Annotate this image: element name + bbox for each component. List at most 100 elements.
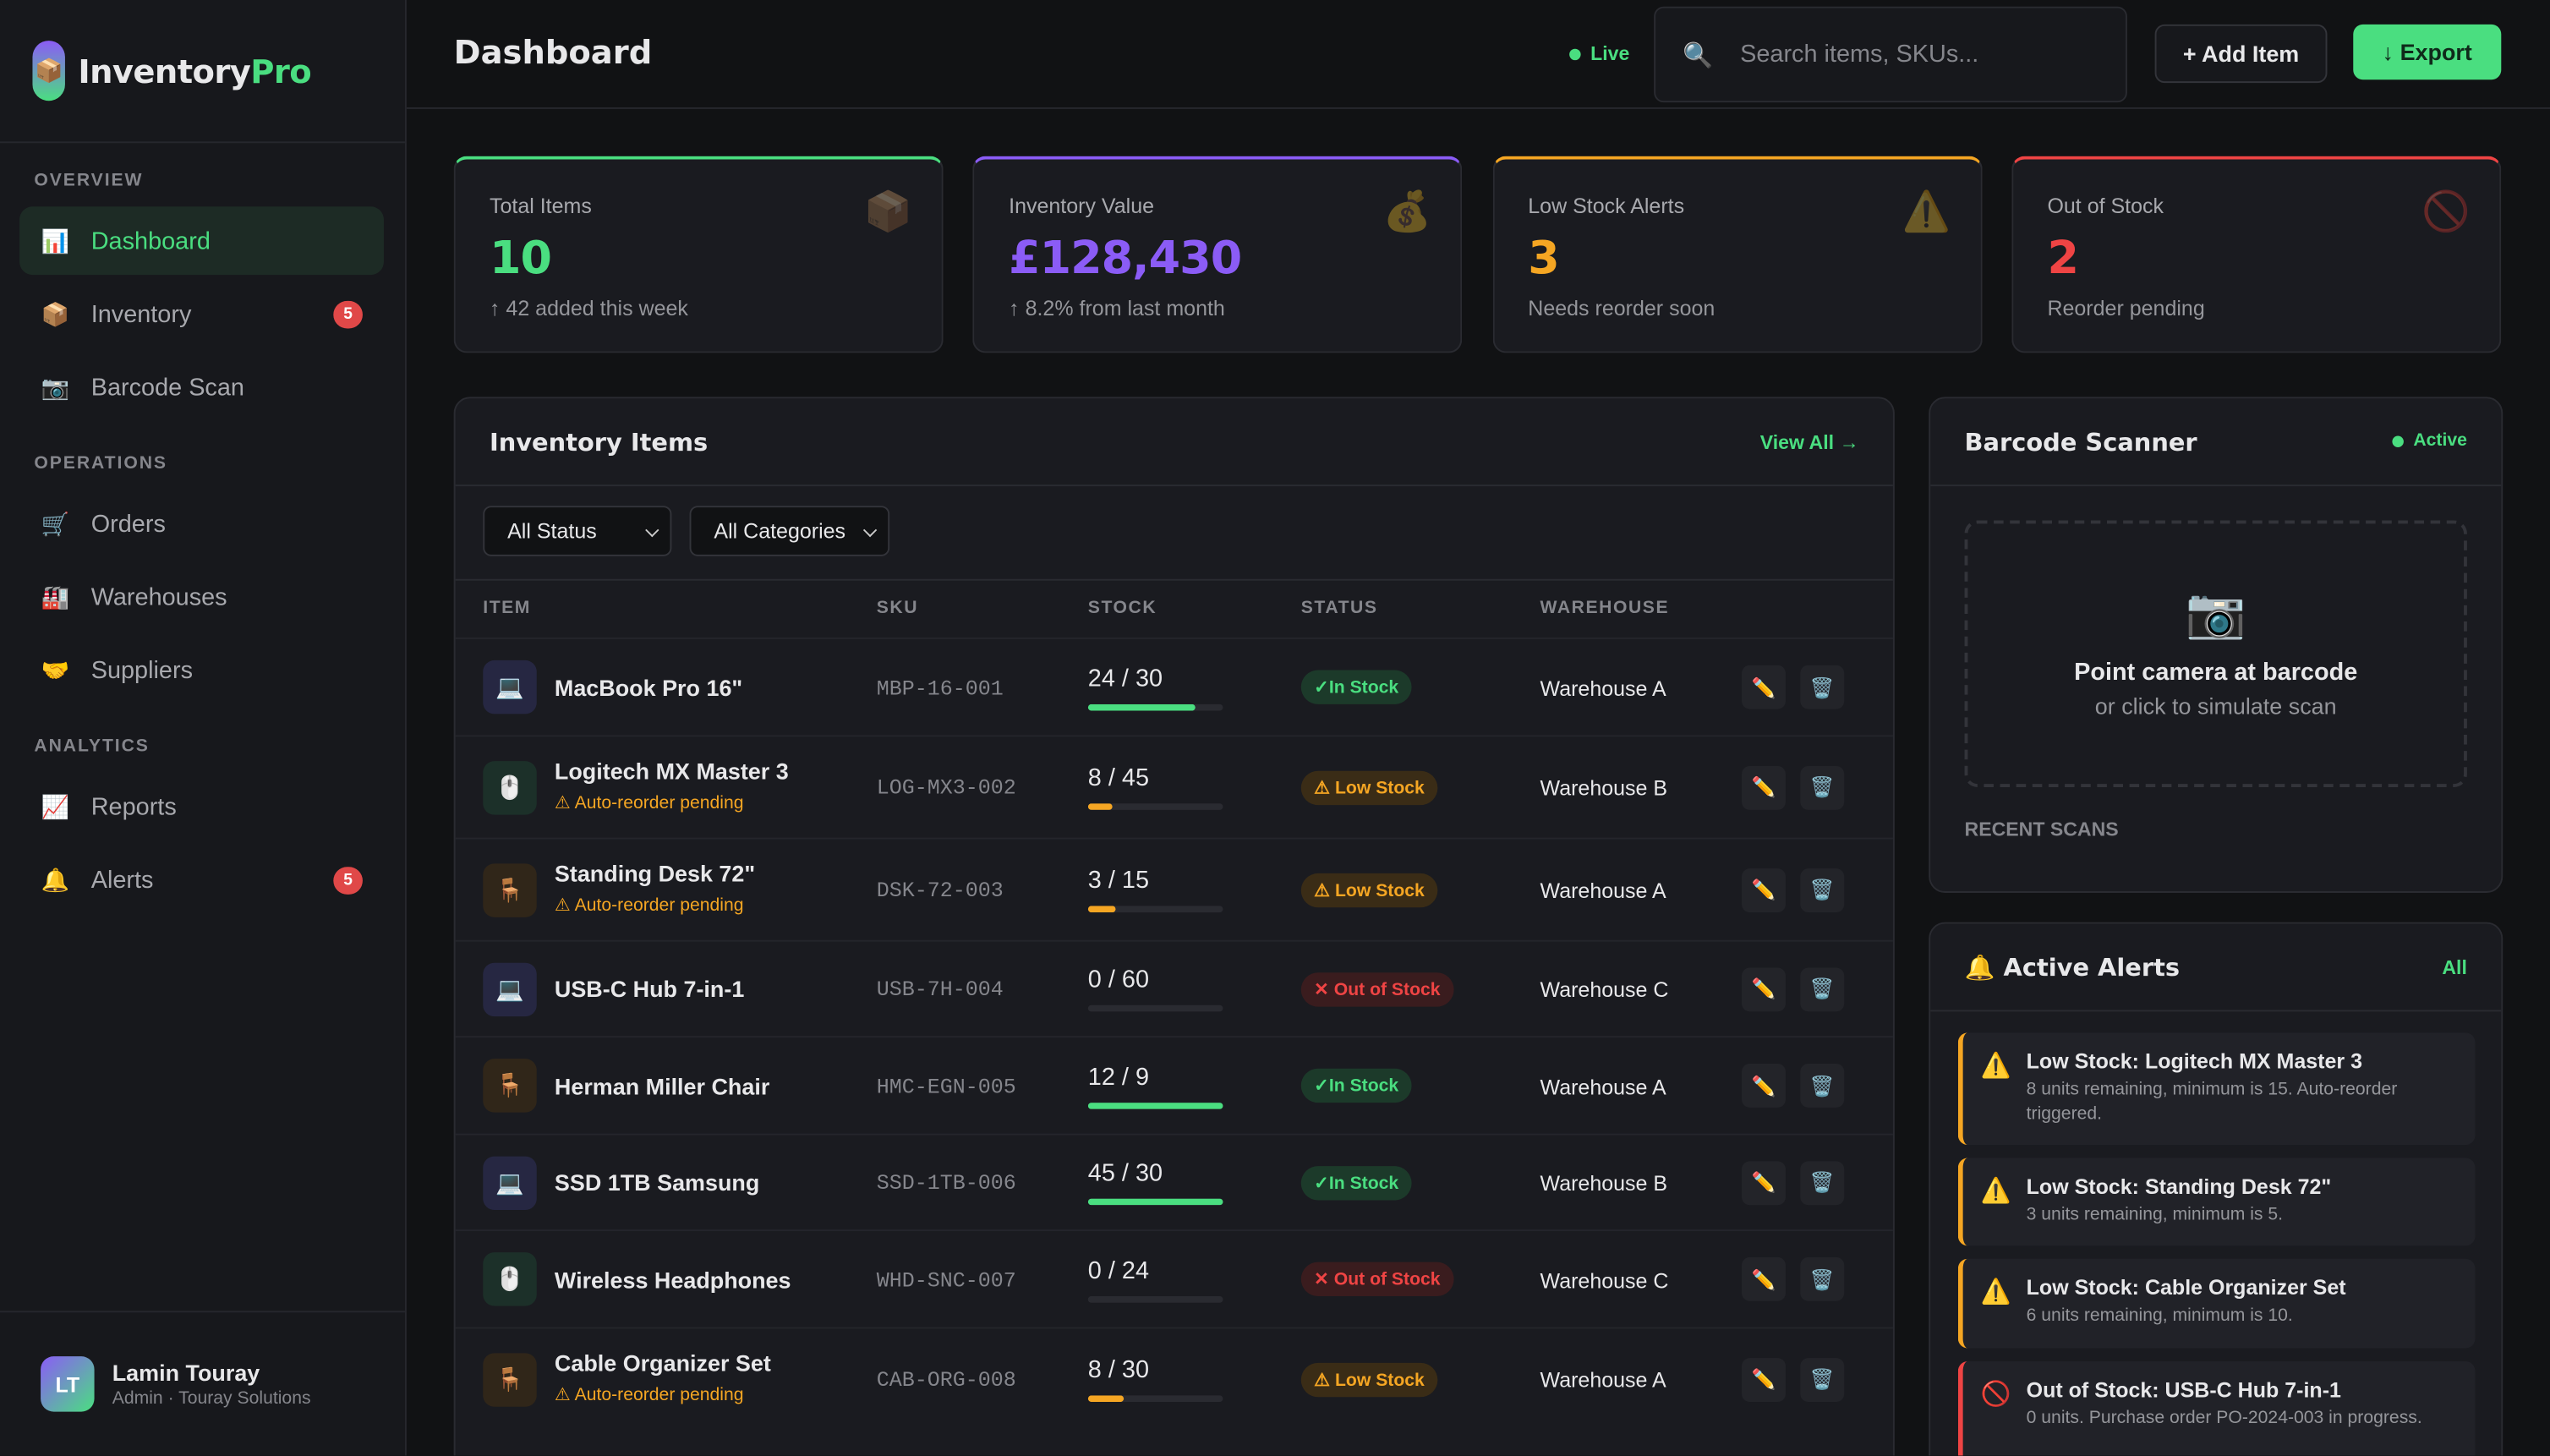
filter-select[interactable]: All Categories — [689, 506, 890, 556]
warehouse: Warehouse C — [1540, 977, 1669, 1003]
edit-button[interactable]: ✏️ — [1742, 966, 1786, 1011]
edit-button[interactable]: ✏️ — [1742, 665, 1786, 710]
divider — [1930, 1010, 2502, 1012]
alert-title: Out of Stock: USB-C Hub 7-in-1 — [2026, 1377, 2341, 1403]
item-note: ⚠ Auto-reorder pending — [554, 1385, 744, 1405]
warehouse: Warehouse C — [1540, 1267, 1669, 1293]
edit-button[interactable]: ✏️ — [1742, 868, 1786, 912]
user-role: Admin · Touray Solutions — [112, 1388, 311, 1409]
warehouse: Warehouse A — [1540, 1367, 1666, 1393]
add-item-button[interactable]: + Add Item — [2154, 24, 2328, 84]
nav-icon: 📷 — [41, 373, 70, 400]
delete-button[interactable]: 🗑️ — [1800, 1357, 1845, 1402]
stat-value: 10 — [489, 231, 552, 285]
nav-badge: 5 — [333, 867, 363, 895]
alert-text: 3 units remaining, minimum is 5. — [2026, 1205, 2284, 1225]
scan-area[interactable]: 📷 Point camera at barcode or click to simu… — [1964, 520, 2467, 787]
nav-item[interactable]: 📈 Reports — [19, 773, 384, 841]
logo: 📦 InventoryPro — [32, 41, 312, 101]
edit-button[interactable]: ✏️ — [1742, 1357, 1786, 1402]
brand-name-accent: Pro — [250, 51, 312, 90]
brand-name-main: Inventory — [78, 51, 251, 90]
stock-label: 3 / 15 — [1087, 867, 1149, 895]
nav-label: Reports — [90, 792, 177, 821]
alert-item[interactable]: ⚠️ Low Stock: Standing Desk 72" 3 units re… — [1957, 1158, 2476, 1246]
nav-item[interactable]: 📊 Dashboard — [19, 206, 384, 276]
delete-button[interactable]: 🗑️ — [1800, 868, 1845, 912]
scan-hint: or click to simulate scan — [2094, 692, 2337, 720]
alert-icon: ⚠️ — [1980, 1052, 2011, 1081]
filter-select[interactable]: All Status — [483, 506, 672, 556]
alert-item[interactable]: ⚠️ Low Stock: Cable Organizer Set 6 units … — [1957, 1258, 2476, 1349]
nav-item[interactable]: 🤝 Suppliers — [19, 636, 384, 704]
alert-item[interactable]: 🚫 Out of Stock: USB-C Hub 7-in-1 0 units. … — [1957, 1360, 2476, 1456]
stat-card: Inventory Value £128,430 ↑ 8.2% from last … — [972, 156, 1463, 353]
nav-label: Orders — [90, 510, 166, 538]
edit-button[interactable]: ✏️ — [1742, 764, 1786, 809]
stat-value: £128,430 — [1009, 231, 1242, 285]
alert-item[interactable]: ⚠️ Low Stock: Logitech MX Master 3 8 units… — [1957, 1032, 2476, 1146]
delete-button[interactable]: 🗑️ — [1800, 764, 1845, 809]
item-icon: 🖱️ — [483, 1252, 537, 1307]
nav-item[interactable]: 🏭 Warehouses — [19, 563, 384, 632]
item-sku: WHD-SNC-007 — [876, 1267, 1016, 1293]
column-header: STATUS — [1300, 598, 1378, 618]
delete-button[interactable]: 🗑️ — [1800, 665, 1845, 710]
nav-item[interactable]: 📷 Barcode Scan — [19, 353, 384, 421]
all-alerts-link[interactable]: All — [2442, 956, 2467, 979]
column-header: ITEM — [483, 598, 531, 618]
stat-icon: 🚫 — [2421, 190, 2471, 234]
nav-heading: OPERATIONS — [34, 453, 167, 473]
nav-heading: OVERVIEW — [34, 170, 144, 191]
edit-button[interactable]: ✏️ — [1742, 1064, 1786, 1108]
status-pill: ✓In Stock — [1300, 1069, 1412, 1103]
delete-button[interactable]: 🗑️ — [1800, 1064, 1845, 1108]
scan-prompt: Point camera at barcode — [2074, 659, 2358, 687]
edit-button[interactable]: ✏️ — [1742, 1160, 1786, 1205]
alert-icon: ⚠️ — [1980, 1278, 2011, 1306]
nav-item[interactable]: 🛒 Orders — [19, 490, 384, 558]
stat-note: Reorder pending — [2047, 296, 2205, 320]
nav-label: Suppliers — [90, 656, 194, 684]
scan-icon: 📷 — [2185, 587, 2246, 641]
stock-label: 0 / 60 — [1087, 966, 1149, 994]
stock-bar-fill — [1087, 1199, 1223, 1206]
nav-icon: 📦 — [41, 299, 70, 326]
table-row: 🪑 Cable Organizer Set ⚠ Auto-reorder pendi… — [455, 1326, 1893, 1431]
nav-item[interactable]: 🔔 Alerts 5 — [19, 846, 384, 914]
item-name: Herman Miller Chair — [554, 1073, 770, 1099]
stat-note: ↑ 8.2% from last month — [1009, 296, 1225, 320]
item-icon: 🖱️ — [483, 760, 537, 814]
view-all-link[interactable]: View All → — [1759, 430, 1859, 454]
stat-label: Low Stock Alerts — [1528, 193, 1685, 218]
status-pill: ⚠ Low Stock — [1300, 872, 1438, 907]
delete-button[interactable]: 🗑️ — [1800, 1160, 1845, 1205]
status-pill: ✕ Out of Stock — [1300, 1262, 1453, 1297]
divider — [1930, 484, 2502, 487]
delete-button[interactable]: 🗑️ — [1800, 1257, 1845, 1302]
export-button[interactable]: ↓ Export — [2353, 24, 2502, 80]
nav-item[interactable]: 📦 Inventory 5 — [19, 280, 384, 348]
user-name: Lamin Touray — [112, 1360, 260, 1386]
stock-bar-fill — [1087, 1102, 1223, 1109]
scanner-card: Barcode Scanner Active 📷 Point camera at ba… — [1929, 397, 2503, 893]
stock-label: 45 / 30 — [1087, 1159, 1163, 1188]
table-row: 💻 MacBook Pro 16" MBP-16-001 24 / 30 ✓In Sto… — [455, 638, 1893, 736]
nav-label: Warehouses — [90, 583, 227, 611]
table-row: 💻 SSD 1TB Samsung SSD-1TB-006 45 / 30 ✓In St… — [455, 1132, 1893, 1231]
item-name: SSD 1TB Samsung — [554, 1169, 760, 1196]
edit-button[interactable]: ✏️ — [1742, 1257, 1786, 1302]
delete-button[interactable]: 🗑️ — [1800, 966, 1845, 1011]
divider — [455, 484, 1893, 487]
live-label: Live — [1590, 42, 1630, 65]
nav-icon: 🔔 — [41, 866, 70, 893]
search-box[interactable]: 🔍 Search items, SKUs... — [1654, 6, 2127, 103]
warehouse: Warehouse B — [1540, 1171, 1668, 1196]
column-header: WAREHOUSE — [1540, 598, 1670, 618]
nav-icon: 📈 — [41, 792, 70, 819]
item-sku: HMC-EGN-005 — [876, 1074, 1016, 1099]
item-name: Standing Desk 72" — [554, 860, 756, 887]
item-icon: 💻 — [483, 660, 537, 714]
status-pill: ✕ Out of Stock — [1300, 972, 1453, 1007]
